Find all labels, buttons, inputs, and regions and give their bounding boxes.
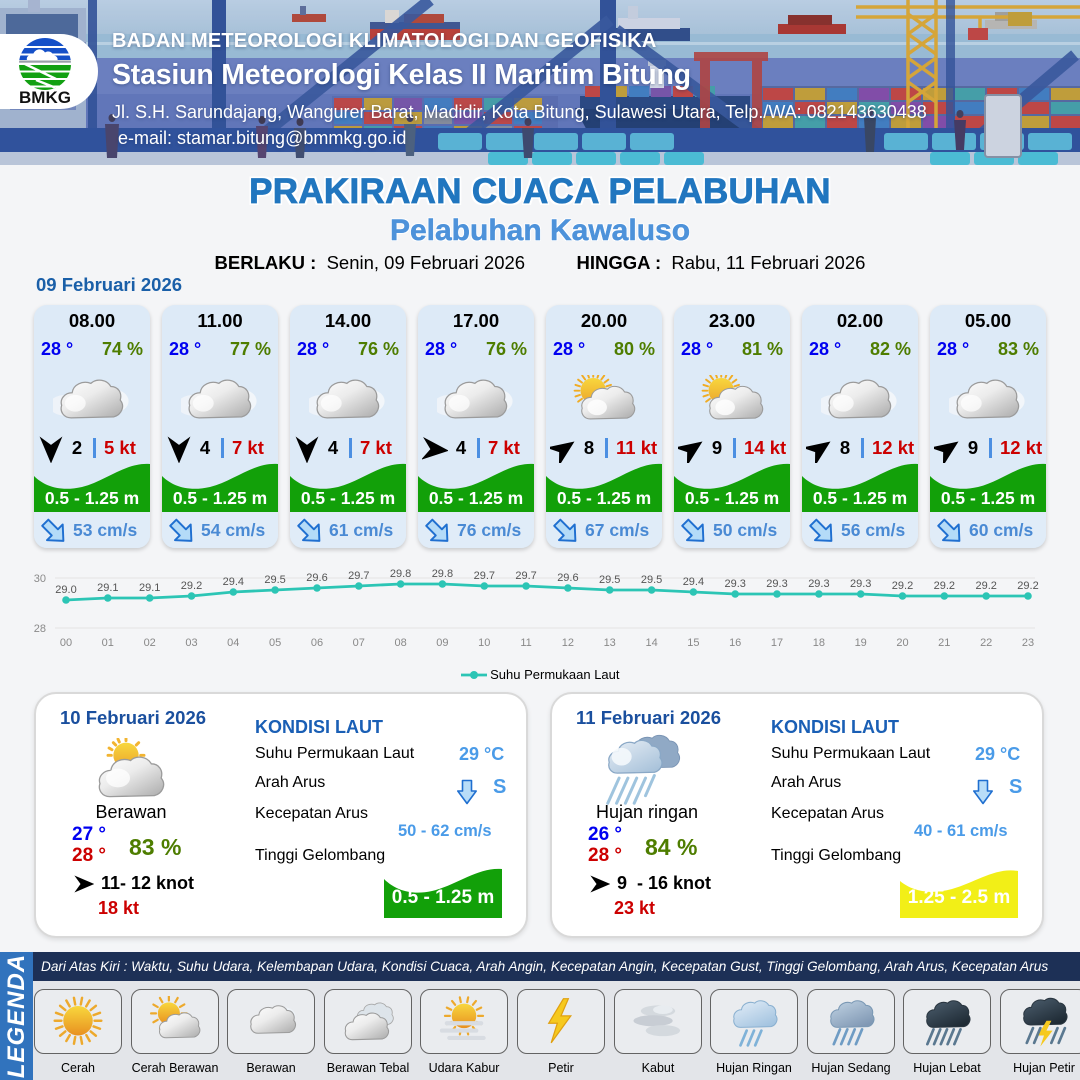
svg-text:29.7: 29.7 <box>474 570 495 582</box>
svg-text:05: 05 <box>269 637 281 649</box>
svg-text:28: 28 <box>34 623 46 635</box>
svg-text:29.0: 29.0 <box>55 584 76 596</box>
svg-text:29.3: 29.3 <box>724 578 745 590</box>
svg-text:29.6: 29.6 <box>306 572 327 584</box>
svg-text:29.1: 29.1 <box>139 582 160 594</box>
svg-text:03: 03 <box>185 637 197 649</box>
svg-text:29.2: 29.2 <box>1017 580 1038 592</box>
svg-text:22: 22 <box>980 637 992 649</box>
svg-text:02: 02 <box>144 637 156 649</box>
svg-text:07: 07 <box>353 637 365 649</box>
svg-text:17: 17 <box>771 637 783 649</box>
svg-text:08: 08 <box>394 637 406 649</box>
svg-text:29.7: 29.7 <box>515 570 536 582</box>
svg-text:21: 21 <box>938 637 950 649</box>
svg-text:29.2: 29.2 <box>934 580 955 592</box>
svg-text:29.7: 29.7 <box>348 570 369 582</box>
svg-text:29.5: 29.5 <box>599 574 620 586</box>
svg-text:29.4: 29.4 <box>223 576 244 588</box>
svg-text:01: 01 <box>102 637 114 649</box>
svg-text:29.5: 29.5 <box>264 574 285 586</box>
svg-text:23: 23 <box>1022 637 1034 649</box>
svg-text:BMKG: BMKG <box>19 88 71 107</box>
svg-text:18: 18 <box>813 637 825 649</box>
svg-text:30: 30 <box>34 573 46 585</box>
svg-text:10: 10 <box>478 637 490 649</box>
svg-text:29.8: 29.8 <box>390 568 411 580</box>
svg-text:06: 06 <box>311 637 323 649</box>
svg-text:11: 11 <box>520 637 531 649</box>
svg-text:29.5: 29.5 <box>641 574 662 586</box>
svg-text:04: 04 <box>227 637 239 649</box>
svg-text:29.8: 29.8 <box>432 568 453 580</box>
svg-text:29.6: 29.6 <box>557 572 578 584</box>
svg-text:29.2: 29.2 <box>975 580 996 592</box>
svg-text:29.1: 29.1 <box>97 582 118 594</box>
svg-text:29.4: 29.4 <box>683 576 704 588</box>
svg-text:00: 00 <box>60 637 72 649</box>
svg-text:20: 20 <box>896 637 908 649</box>
svg-text:29.3: 29.3 <box>850 578 871 590</box>
svg-text:19: 19 <box>855 637 867 649</box>
svg-text:14: 14 <box>645 637 657 649</box>
svg-text:29.2: 29.2 <box>892 580 913 592</box>
svg-text:09: 09 <box>436 637 448 649</box>
svg-text:16: 16 <box>729 637 741 649</box>
svg-text:29.2: 29.2 <box>181 580 202 592</box>
svg-text:29.3: 29.3 <box>766 578 787 590</box>
svg-text:12: 12 <box>562 637 574 649</box>
svg-text:29.3: 29.3 <box>808 578 829 590</box>
svg-text:15: 15 <box>687 637 699 649</box>
svg-text:13: 13 <box>604 637 616 649</box>
